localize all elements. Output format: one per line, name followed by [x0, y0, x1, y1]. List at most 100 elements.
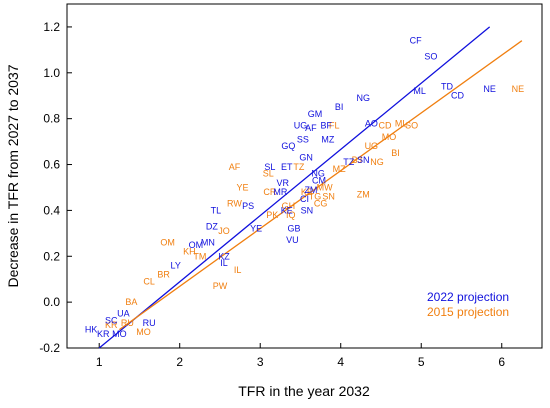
- legend-2015-projection: 2015 projection: [427, 305, 509, 319]
- data-point-cd: CD: [379, 121, 392, 131]
- data-point-ne: NE: [483, 84, 496, 94]
- y-tick-label: 1.0: [43, 66, 60, 80]
- data-point-gn: GN: [299, 153, 313, 163]
- data-point-gm: GM: [308, 109, 323, 119]
- data-point-bi: BI: [335, 102, 344, 112]
- data-point-il: IL: [220, 258, 228, 268]
- data-point-om: OM: [160, 238, 175, 248]
- data-point-tg: TG: [309, 192, 322, 202]
- data-point-gq: GQ: [281, 141, 295, 151]
- data-point-sc: SC: [105, 315, 118, 325]
- data-point-ne: NE: [512, 84, 525, 94]
- trendline-series-1: [118, 40, 523, 331]
- data-point-ng: NG: [370, 157, 384, 167]
- data-point-kr: KR: [97, 329, 110, 339]
- y-tick-label: 0.4: [43, 203, 60, 217]
- data-point-mo: MO: [112, 329, 127, 339]
- data-point-cm: CM: [312, 176, 326, 186]
- data-point-ye: YE: [237, 182, 249, 192]
- data-point-mz: MZ: [333, 164, 346, 174]
- data-point-kr: KR: [105, 320, 118, 330]
- data-point-ng: NG: [311, 169, 325, 179]
- data-point-mo: MO: [136, 327, 151, 337]
- data-point-hk: HK: [85, 325, 98, 335]
- data-point-sn: SN: [301, 205, 314, 215]
- data-point-mw: MW: [317, 182, 333, 192]
- data-point-cl: CL: [143, 276, 155, 286]
- data-point-et: ET: [281, 162, 293, 172]
- y-tick-label: -0.2: [39, 341, 60, 355]
- data-point-ng: NG: [357, 93, 371, 103]
- data-point-cd: CD: [451, 91, 464, 101]
- data-point-cr: CR: [263, 187, 276, 197]
- data-point-ru: RU: [143, 318, 156, 328]
- data-point-iq: IQ: [286, 210, 296, 220]
- trendlines: [98, 26, 523, 349]
- data-point-cf: CF: [410, 36, 422, 46]
- data-point-zm: ZM: [357, 189, 370, 199]
- data-point-cg: CG: [314, 199, 328, 209]
- data-point-ci: CI: [300, 194, 309, 204]
- data-point-sn: SN: [357, 155, 370, 165]
- data-point-jo: JO: [218, 226, 230, 236]
- data-point-ug: UG: [294, 121, 308, 131]
- y-axis-label: Decrease in TFR from 2027 to 2037: [5, 64, 21, 287]
- data-point-ao: AO: [365, 118, 378, 128]
- data-point-ml: ML: [413, 86, 426, 96]
- data-point-so: SO: [405, 121, 418, 131]
- legend-2022-projection: 2022 projection: [427, 290, 509, 304]
- data-point-ke: KE: [301, 187, 313, 197]
- data-point-ml: ML: [395, 118, 408, 128]
- data-point-kz: KZ: [218, 251, 230, 261]
- data-point-ke: KE: [281, 205, 293, 215]
- data-point-zm: ZM: [304, 185, 317, 195]
- data-point-dz: DZ: [206, 221, 218, 231]
- x-tick-label: 5: [418, 355, 425, 369]
- data-point-tz: TZ: [343, 157, 354, 167]
- data-point-vr: VR: [277, 178, 290, 188]
- data-point-om: OM: [189, 240, 204, 250]
- legend: 2022 projection 2015 projection: [427, 290, 509, 319]
- data-point-fl: FL: [329, 121, 340, 131]
- data-point-pw: PW: [213, 281, 228, 291]
- data-point-sl: SL: [263, 169, 274, 179]
- data-point-sn: SN: [322, 192, 335, 202]
- data-point-vu: VU: [286, 235, 299, 245]
- x-tick-label: 6: [498, 355, 505, 369]
- data-point-tl: TL: [211, 205, 222, 215]
- trendline-series-0: [98, 26, 491, 349]
- data-point-ru: RU: [121, 318, 134, 328]
- data-point-ua: UA: [117, 309, 130, 319]
- plot-frame: [66, 3, 543, 349]
- y-tick-label: 0.2: [43, 249, 60, 263]
- data-point-ps: PS: [242, 201, 254, 211]
- data-point-af: AF: [229, 162, 241, 172]
- y-tick-label: 0.8: [43, 112, 60, 126]
- x-tick-label: 4: [337, 355, 344, 369]
- data-point-sl: SL: [264, 162, 275, 172]
- data-point-ye: YE: [250, 224, 262, 234]
- data-point-ss: SS: [297, 134, 309, 144]
- data-point-gh: GH: [282, 201, 296, 211]
- data-point-bj: BJ: [352, 155, 363, 165]
- data-point-tz: TZ: [293, 162, 304, 172]
- data-point-pk: PK: [266, 210, 278, 220]
- data-point-mn: MN: [201, 238, 215, 248]
- data-point-bi: BI: [391, 148, 400, 158]
- data-point-ba: BA: [125, 297, 137, 307]
- data-point-rw: RW: [227, 199, 242, 209]
- axis-ticks: 1 2 3 4 5 6 -0.2 0.0 0.2 0.4 0.6 0.8 1.0 1.2: [39, 20, 505, 369]
- data-point-mz: MZ: [321, 134, 334, 144]
- data-point-ly: LY: [171, 260, 181, 270]
- data-point-mo: MO: [382, 132, 397, 142]
- data-point-af: AF: [305, 123, 317, 133]
- data-point-gb: GB: [288, 224, 301, 234]
- y-tick-label: 0.6: [43, 158, 60, 172]
- x-tick-label: 3: [257, 355, 264, 369]
- data-point-tm: TM: [193, 251, 206, 261]
- data-point-so: SO: [424, 52, 437, 62]
- y-tick-label: 1.2: [43, 20, 60, 34]
